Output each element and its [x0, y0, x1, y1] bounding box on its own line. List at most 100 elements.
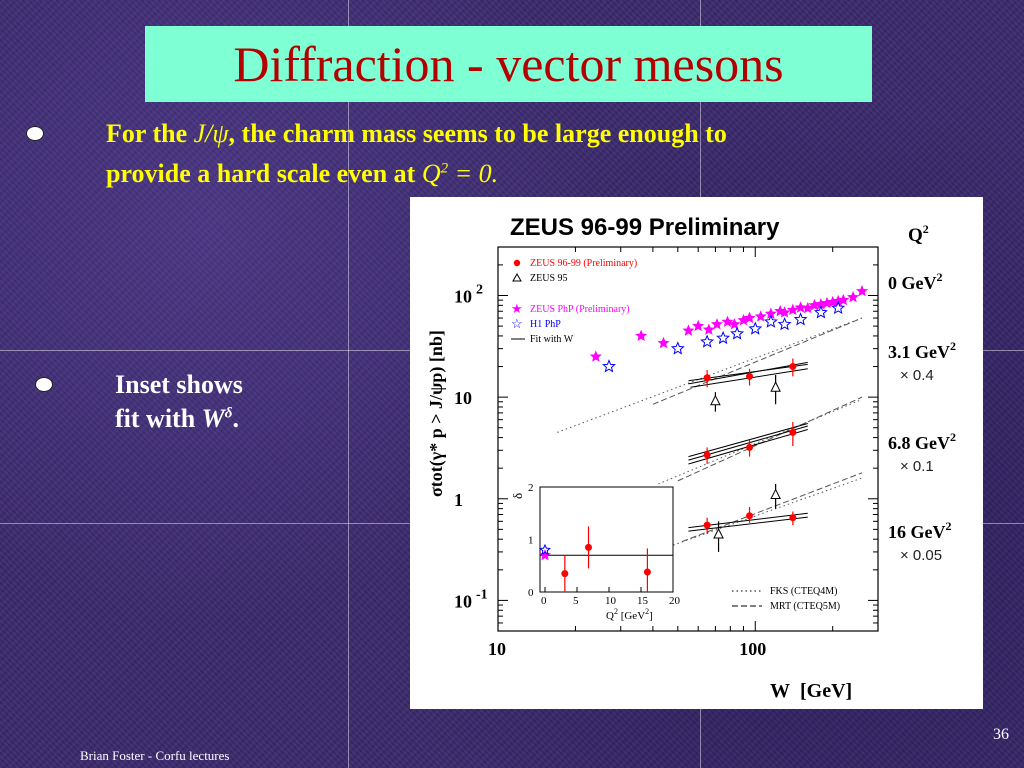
point-h1-php [831, 300, 846, 315]
point-zeus-php [847, 291, 860, 303]
q2-bin-label: 16 GeV2 [888, 519, 952, 542]
point-h1-php [763, 314, 778, 328]
point-h1-php [730, 326, 745, 340]
point-zeus95 [713, 527, 724, 539]
x-axis-label: W [GeV] [770, 680, 852, 702]
point-zeus95 [710, 394, 721, 406]
physics-plot-figure: ZEUS 96-99 Preliminary Q2 σtot(γ* p > J/… [410, 197, 983, 709]
point-h1-php [716, 330, 731, 345]
point-zeus-php [794, 301, 807, 313]
y-tick-label: 10 [454, 388, 472, 408]
point-zeus-php [786, 303, 799, 316]
point-zeus9699 [703, 374, 711, 382]
y-tick-label: 10 -1 [454, 587, 488, 611]
point-zeus9699 [746, 443, 754, 451]
q2-column-header: Q2 [908, 222, 929, 246]
q2-bin-labels: 0 GeV2 3.1 GeV2 × 0.4 6.8 GeV2 × 0.1 16 GeV2 ×… [888, 270, 956, 564]
inset-frame [539, 486, 674, 593]
legend-marker-zeus95 [512, 272, 522, 282]
point-zeus9699 [703, 521, 711, 529]
plot-frame [497, 246, 879, 632]
bullet-text-2: Inset shows fit with Wδ. [115, 370, 243, 433]
point-h1-php [700, 334, 715, 348]
legend-zeus-php: ZEUS PhP (Preliminary) [530, 304, 630, 315]
q2-bin-label: 0 GeV2 [888, 270, 943, 293]
point-h1-php [777, 317, 792, 331]
inset-y-tick-label: 2 [528, 482, 534, 494]
point-zeus-php [710, 318, 723, 330]
inset-x-tick-label: 10 [605, 595, 617, 607]
x-tick-labels: 10 100 [488, 639, 766, 659]
data-points [589, 284, 869, 552]
inset-x-axis-label: Q2 [GeV2] [606, 607, 653, 622]
legend-fks: FKS (CTEQ4M) [770, 586, 838, 597]
point-zeus-php [692, 319, 705, 332]
x-tick-label: 100 [739, 639, 766, 659]
point-zeus95 [770, 488, 781, 500]
point-h1-php [602, 359, 616, 373]
point-h1-php [813, 305, 828, 319]
point-zeus-php [635, 329, 648, 342]
legend-h1-php: H1 PhP [530, 319, 561, 330]
legend-zeus9699: ZEUS 96-99 (Preliminary) [530, 258, 637, 269]
slide-title: Diffraction - vector mesons [233, 36, 784, 92]
point-zeus9699 [746, 512, 754, 520]
page-number: 36 [993, 726, 1009, 743]
fks-curve [557, 317, 863, 433]
point-zeus9699 [703, 451, 711, 459]
q2-bin-label: 3.1 GeV2 [888, 339, 956, 362]
point-h1-php [670, 341, 685, 355]
chart-title: ZEUS 96-99 Preliminary [510, 214, 780, 241]
fks-curve [658, 398, 863, 485]
inset-x-tick-label: 0 [541, 595, 547, 607]
point-zeus9699 [789, 428, 797, 436]
legend-mrt: MRT (CTEQ5M) [770, 601, 840, 612]
title-box: Diffraction - vector mesons [145, 26, 872, 102]
y-tick-labels: 10 2 10 1 10 -1 [454, 282, 488, 611]
point-zeus-php [856, 284, 869, 297]
fit-line [688, 423, 808, 458]
point-zeus9699 [746, 372, 754, 380]
point-zeus-php [657, 336, 670, 349]
inset-x-tick-label: 15 [637, 595, 649, 607]
point-zeus-php [743, 311, 756, 324]
tick-marks [497, 246, 879, 632]
svg-text:σtot(γ* p > J/ψp) [nb]: σtot(γ* p > J/ψp) [nb] [426, 330, 447, 497]
point-zeus-php [702, 323, 715, 335]
point-zeus-php [801, 301, 814, 314]
q2-bin-scale: × 0.05 [900, 547, 942, 564]
cross-section-plot: ZEUS 96-99 Preliminary Q2 σtot(γ* p > J/… [426, 214, 956, 702]
inset-y-tick-label: 1 [528, 535, 534, 547]
legend-zeus95: ZEUS 95 [530, 273, 568, 284]
bullet-text-1: For the J/ψ, the charm mass seems to be … [106, 119, 727, 188]
inset-point [561, 570, 569, 578]
point-zeus-php [728, 318, 741, 330]
fks-curve [673, 477, 863, 546]
fit-line [688, 516, 808, 532]
background-grid-line [348, 0, 349, 768]
point-zeus-php [589, 350, 602, 362]
inset-point [538, 543, 552, 556]
inset-x-tick-label: 5 [573, 595, 579, 607]
point-h1-php [748, 321, 763, 335]
point-zeus9699 [789, 363, 797, 371]
q2-bin-scale: × 0.1 [900, 458, 934, 475]
legend-marker-h1-php: ☆ [511, 316, 523, 331]
y-tick-label: 1 [454, 490, 463, 510]
inset-x-tick-label: 20 [669, 595, 681, 607]
legend-marker-zeus9699 [513, 259, 521, 267]
point-h1-php [793, 312, 808, 326]
legend-marker-zeus-php: ★ [511, 301, 523, 316]
point-zeus9699 [789, 514, 797, 522]
footer-author: Brian Foster - Corfu lectures [80, 748, 230, 763]
bullet-icon [35, 377, 53, 392]
inset-plot: 0 5 10 15 20 0 1 2δ Q2 [GeV2] [510, 482, 681, 622]
point-zeus-php [837, 293, 850, 306]
q2-bin-scale: × 0.4 [900, 367, 934, 384]
bullet-icon [26, 126, 44, 141]
point-zeus-php [754, 310, 767, 322]
x-tick-label: 10 [488, 639, 506, 659]
y-tick-label: 10 2 [454, 282, 483, 306]
inset-point [538, 549, 552, 561]
inset-y-tick-label: 0 [528, 587, 534, 599]
